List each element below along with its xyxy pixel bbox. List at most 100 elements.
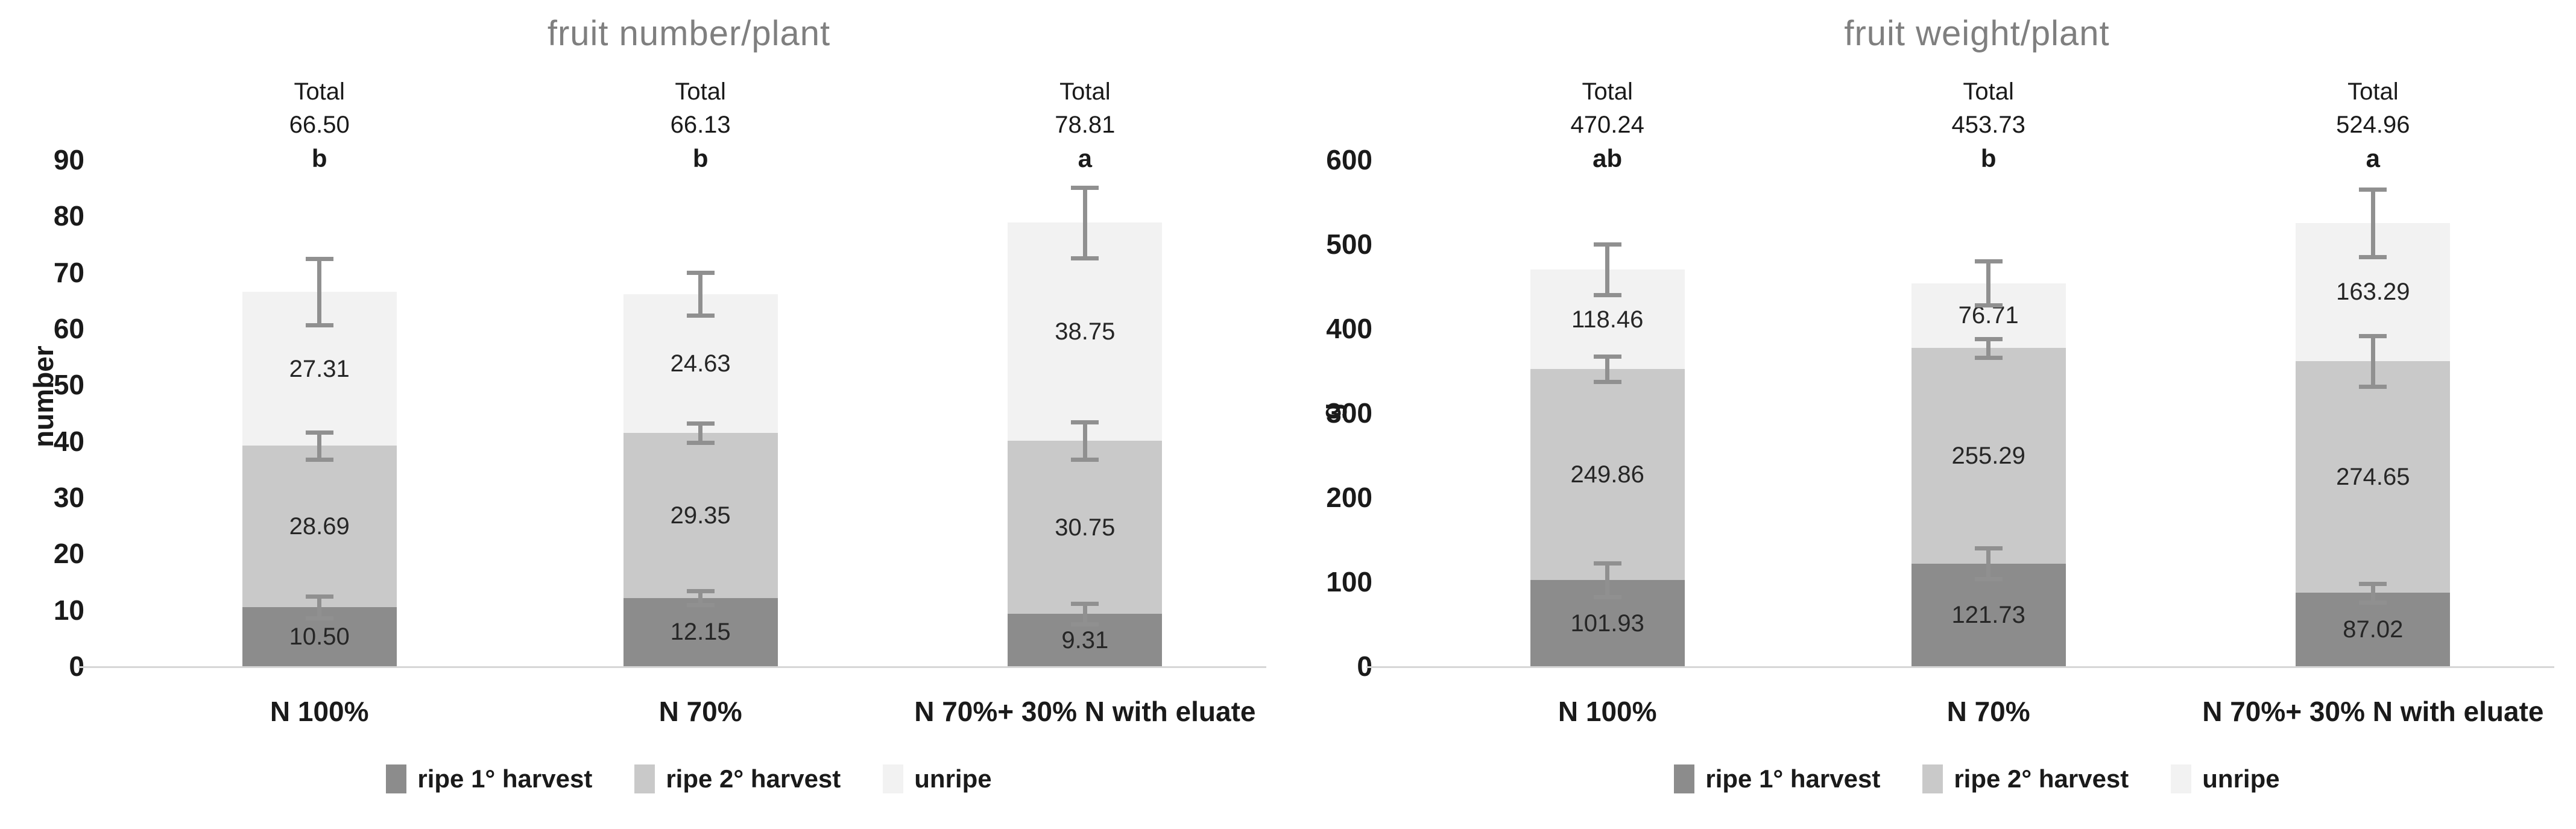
segment-value-label: 27.31 xyxy=(289,355,350,382)
error-bar-line xyxy=(1986,338,1991,358)
error-bar-cap-bottom xyxy=(2359,255,2387,260)
error-bar-line xyxy=(1986,261,1991,306)
error-bar-line xyxy=(1082,604,1087,624)
error-bar-line xyxy=(2370,189,2375,257)
segment-value-label: 30.75 xyxy=(1055,514,1116,541)
bar-segment-ripe1 xyxy=(623,597,778,666)
y-tick-label: 300 xyxy=(1326,397,1372,429)
total-value: 78.81 xyxy=(1055,112,1116,138)
legend-item-ripe1: ripe 1° harvest xyxy=(386,764,592,793)
error-bar-line xyxy=(1986,548,1991,579)
x-category-label: N 70% xyxy=(658,696,742,727)
chart-title: fruit weight/plant xyxy=(1844,14,2110,53)
error-bar-cap-bottom xyxy=(1071,457,1099,462)
segment-value-label: 121.73 xyxy=(1951,601,2025,628)
total-value: 524.96 xyxy=(2336,112,2410,138)
error-bar-line xyxy=(317,596,322,618)
segment-value-label: 9.31 xyxy=(1061,626,1109,654)
x-category-label: N 70%+ 30% N with eluate xyxy=(914,696,1256,727)
x-category-label: N 70%+ 30% N with eluate xyxy=(2202,696,2544,727)
error-bar-cap-top xyxy=(1974,259,2003,264)
total-value: 66.50 xyxy=(289,112,350,138)
y-tick-label: 70 xyxy=(53,256,84,288)
y-tick-label: 400 xyxy=(1326,313,1372,344)
error-bar-cap-bottom xyxy=(2359,600,2387,605)
total-label: Total xyxy=(2347,78,2399,105)
error-bar-line xyxy=(317,432,322,459)
error-bar-cap-top xyxy=(1974,546,2003,551)
error-bar-line xyxy=(698,423,703,443)
bar-segment-ripe2 xyxy=(1911,348,2066,564)
significance-letter: b xyxy=(692,144,709,172)
plot-area: 0 100 200 300 400 500 600 101.93 249.86 118.46 Tot… xyxy=(1288,0,2576,829)
total-annotation: Total 524.96 a xyxy=(2180,75,2566,175)
error-bar-cap-top xyxy=(1593,561,1621,566)
error-bar-cap-bottom xyxy=(1593,380,1621,385)
error-bar-cap-bottom xyxy=(1071,622,1099,626)
segment-value-label: 249.86 xyxy=(1570,461,1644,488)
chart-fruit-weight: fruit weight/plant g 0 100 200 300 400 500 600… xyxy=(1288,0,2576,829)
error-bar-cap-top xyxy=(2359,188,2387,192)
error-bar-cap-top xyxy=(1071,185,1099,190)
y-tick-label: 0 xyxy=(1357,651,1372,682)
significance-letter: b xyxy=(311,144,327,172)
error-bar-line xyxy=(698,591,703,605)
y-tick-label: 100 xyxy=(1326,566,1372,597)
bar-segment-ripe1 xyxy=(2296,593,2451,666)
x-category-label: N 100% xyxy=(270,696,369,727)
segment-value-label: 255.29 xyxy=(1951,442,2025,469)
error-bar-cap-bottom xyxy=(1593,292,1621,297)
error-bar-cap-bottom xyxy=(2359,384,2387,389)
legend-swatch xyxy=(1922,764,1943,793)
segment-value-label: 12.15 xyxy=(670,619,731,646)
error-bar-cap-bottom xyxy=(1974,576,2003,581)
error-bar-line xyxy=(698,273,703,316)
legend: ripe 1° harvest ripe 2° harvest unripe xyxy=(112,764,1266,793)
bar-segment-ripe2 xyxy=(1008,441,1163,614)
significance-letter: a xyxy=(1078,144,1093,172)
total-value: 66.13 xyxy=(670,112,731,138)
y-tick-label: 200 xyxy=(1326,482,1372,513)
legend-label: ripe 2° harvest xyxy=(666,764,841,793)
legend-swatch xyxy=(634,764,655,793)
bar-segment-ripe2 xyxy=(623,432,778,598)
error-bar-cap-bottom xyxy=(1593,595,1621,600)
error-bar-cap-bottom xyxy=(305,323,333,328)
x-axis-line xyxy=(78,666,1266,668)
legend-label: ripe 1° harvest xyxy=(417,764,593,793)
legend-swatch xyxy=(883,764,904,793)
error-bar-cap-top xyxy=(686,271,715,276)
error-bar-cap-bottom xyxy=(305,457,333,462)
y-tick-label: 80 xyxy=(53,200,84,232)
legend-label: ripe 1° harvest xyxy=(1705,764,1881,793)
legend-swatch xyxy=(1674,764,1695,793)
y-tick-label: 30 xyxy=(53,482,84,513)
error-bar-line xyxy=(1605,244,1610,295)
legend-item-ripe2: ripe 2° harvest xyxy=(1922,764,2129,793)
significance-letter: a xyxy=(2366,144,2381,172)
total-value: 453.73 xyxy=(1951,112,2025,138)
error-bar-cap-top xyxy=(1974,336,2003,341)
segment-value-label: 29.35 xyxy=(670,502,731,529)
segment-value-label: 28.69 xyxy=(289,513,350,540)
total-annotation: Total 66.50 b xyxy=(127,75,513,175)
error-bar-line xyxy=(1082,422,1087,459)
error-bar-cap-top xyxy=(1593,355,1621,359)
segment-value-label: 118.46 xyxy=(1571,306,1644,333)
segment-value-label: 274.65 xyxy=(2336,463,2410,490)
legend-label: ripe 2° harvest xyxy=(1954,764,2129,793)
error-bar-cap-bottom xyxy=(1071,256,1099,261)
error-bar-cap-top xyxy=(1071,602,1099,607)
chart-title: fruit number/plant xyxy=(547,14,831,53)
legend-item-unripe: unripe xyxy=(883,764,992,793)
error-bar-cap-top xyxy=(2359,581,2387,586)
x-category-label: N 70% xyxy=(1946,696,2030,727)
error-bar-line xyxy=(317,259,322,326)
x-axis-line xyxy=(1366,666,2554,668)
total-label: Total xyxy=(675,78,726,105)
error-bar-cap-top xyxy=(305,594,333,599)
y-tick-label: 60 xyxy=(53,313,84,344)
y-tick-label: 500 xyxy=(1326,229,1372,260)
significance-letter: ab xyxy=(1593,144,1623,172)
error-bar-cap-top xyxy=(686,589,715,594)
